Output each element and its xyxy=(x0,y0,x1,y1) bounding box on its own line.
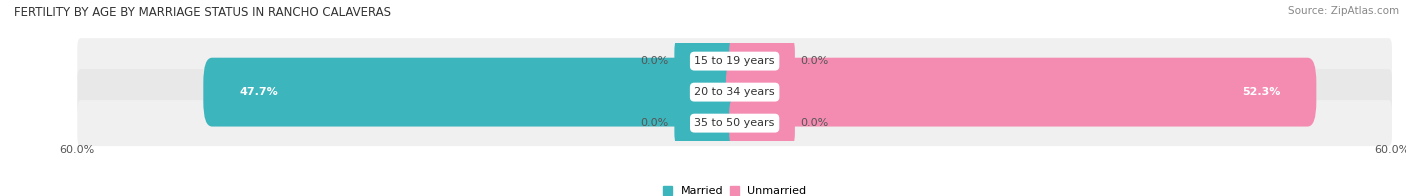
FancyBboxPatch shape xyxy=(204,58,744,127)
Text: 20 to 34 years: 20 to 34 years xyxy=(695,87,775,97)
FancyBboxPatch shape xyxy=(77,100,1392,146)
FancyBboxPatch shape xyxy=(77,38,1392,84)
Text: 0.0%: 0.0% xyxy=(800,56,828,66)
Legend: Married, Unmarried: Married, Unmarried xyxy=(662,186,807,196)
Text: 0.0%: 0.0% xyxy=(641,56,669,66)
FancyBboxPatch shape xyxy=(675,36,740,86)
Text: Source: ZipAtlas.com: Source: ZipAtlas.com xyxy=(1288,6,1399,16)
FancyBboxPatch shape xyxy=(730,36,794,86)
Text: 0.0%: 0.0% xyxy=(800,118,828,128)
Text: 47.7%: 47.7% xyxy=(239,87,278,97)
FancyBboxPatch shape xyxy=(77,69,1392,115)
FancyBboxPatch shape xyxy=(730,98,794,148)
FancyBboxPatch shape xyxy=(725,58,1316,127)
Text: 52.3%: 52.3% xyxy=(1241,87,1281,97)
FancyBboxPatch shape xyxy=(675,98,740,148)
Text: FERTILITY BY AGE BY MARRIAGE STATUS IN RANCHO CALAVERAS: FERTILITY BY AGE BY MARRIAGE STATUS IN R… xyxy=(14,6,391,19)
Text: 15 to 19 years: 15 to 19 years xyxy=(695,56,775,66)
Text: 35 to 50 years: 35 to 50 years xyxy=(695,118,775,128)
Text: 0.0%: 0.0% xyxy=(641,118,669,128)
